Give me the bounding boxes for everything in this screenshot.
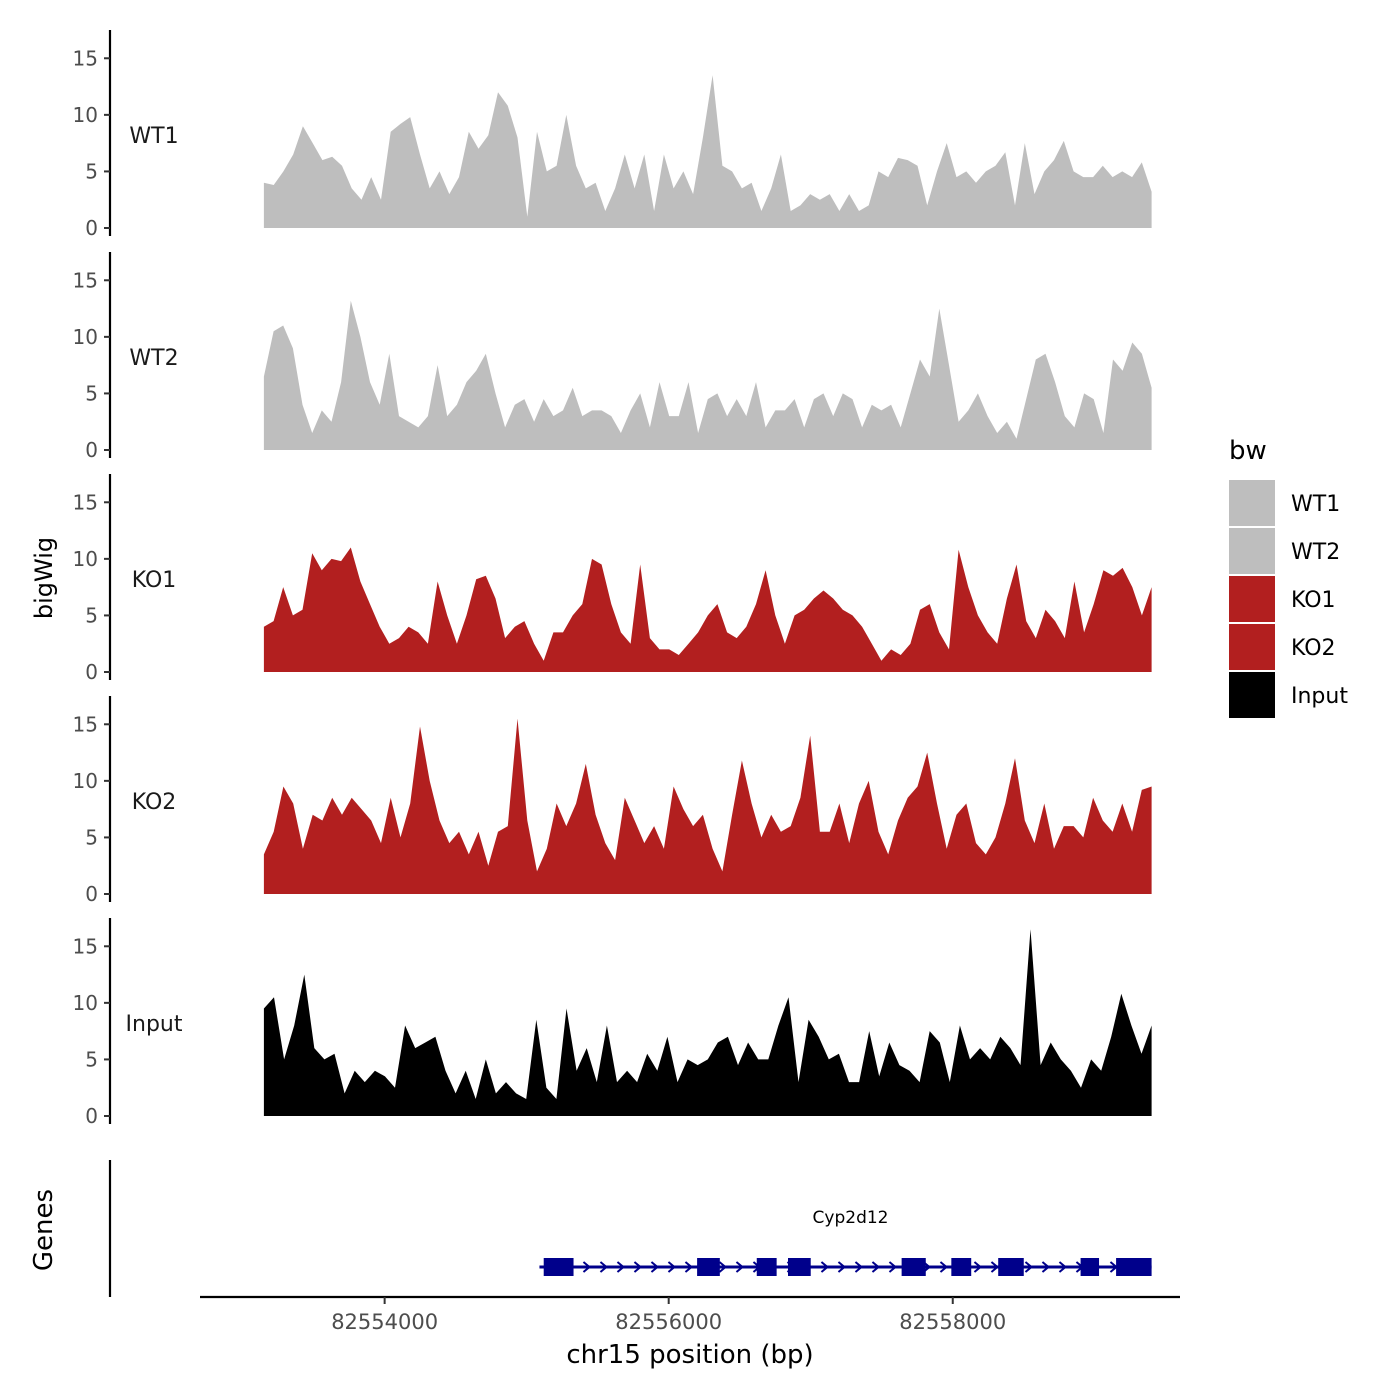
strand-arrow [633,1261,643,1273]
exon [788,1258,811,1276]
tracks-group: 0 5 10 15 WT1 0 5 10 15 WT2 0 5 10 15 KO1 0 5 10 15 KO2 0 5 10… [73,30,1152,1128]
y-tick-label: 10 [73,769,98,793]
legend-swatch-ko1 [1229,576,1275,622]
strand-arrow [939,1261,949,1273]
coverage-area-wt2 [263,300,1152,450]
strand-arrow [650,1261,660,1273]
y-tick-label: 15 [73,934,98,958]
legend-label-ko1: KO1 [1291,588,1336,613]
strand-arrow [1024,1261,1034,1273]
legend: bw WT1 WT2 KO1 KO2 Input [1229,436,1348,718]
strand-arrow [888,1261,898,1273]
y-tick-label: 0 [85,216,98,240]
y-tick-label: 15 [73,268,98,292]
track-label: WT1 [129,124,178,149]
exon [1116,1258,1152,1276]
coverage-area-ko2 [263,718,1152,894]
y-tick-label: 5 [85,1047,98,1071]
y-tick-label: 0 [85,438,98,462]
track-ko1: 0 5 10 15 KO1 [73,474,1152,684]
gene-track: Cyp2d12 [108,1160,1152,1297]
y-tick-label: 0 [85,660,98,684]
genes-axis-title: Genes [29,1189,59,1271]
x-tick-label: 82558000 [899,1310,1006,1334]
exon [543,1258,574,1276]
y-tick-label: 5 [85,825,98,849]
y-tick-label: 0 [85,1104,98,1128]
strand-arrow [837,1261,847,1273]
legend-label-wt2: WT2 [1291,540,1340,565]
exon [998,1258,1024,1276]
strand-arrow [667,1261,677,1273]
strand-arrow [599,1261,609,1273]
exon [697,1258,720,1276]
strand-arrow [1058,1261,1068,1273]
y-tick-label: 5 [85,159,98,183]
y-axis-title: bigWig [30,537,58,619]
gene-name-label: Cyp2d12 [813,1208,889,1228]
coverage-area-input [263,929,1152,1116]
track-wt1: 0 5 10 15 WT1 [73,30,1152,240]
exon [1080,1258,1100,1276]
y-tick-label: 10 [73,991,98,1015]
y-tick-label: 15 [73,490,98,514]
legend-label-wt1: WT1 [1291,492,1340,517]
y-tick-label: 0 [85,882,98,906]
coverage-area-wt1 [263,75,1152,228]
legend-swatch-wt2 [1229,528,1275,574]
strand-arrow [973,1261,983,1273]
track-input: 0 5 10 15 Input [73,918,1152,1128]
gene-cyp2d12: Cyp2d12 [539,1208,1152,1276]
legend-label-ko2: KO2 [1291,636,1336,661]
strand-arrow [1041,1261,1051,1273]
legend-swatch-ko2 [1229,624,1275,670]
strand-arrow [871,1261,881,1273]
x-axis: 82554000 82556000 82558000 [200,1295,1180,1334]
x-tick-label: 82556000 [615,1310,722,1334]
track-label: KO2 [132,790,177,815]
strand-arrow [718,1261,728,1273]
strand-arrow [616,1261,626,1273]
coverage-area-ko1 [263,547,1152,672]
strand-arrow [854,1261,864,1273]
exon [756,1258,777,1276]
exon [951,1258,972,1276]
y-tick-label: 5 [85,381,98,405]
strand-arrow [820,1261,830,1273]
legend-label-input: Input [1291,684,1348,709]
legend-swatch-input [1229,672,1275,718]
strand-arrow [684,1261,694,1273]
y-tick-label: 15 [73,46,98,70]
y-tick-label: 15 [73,712,98,736]
strand-arrow [990,1261,1000,1273]
y-tick-label: 5 [85,603,98,627]
strand-arrow [582,1261,592,1273]
track-wt2: 0 5 10 15 WT2 [73,252,1152,462]
x-tick-label: 82554000 [331,1310,438,1334]
y-tick-label: 10 [73,103,98,127]
y-tick-label: 10 [73,325,98,349]
y-tick-label: 10 [73,547,98,571]
track-label: Input [126,1012,183,1037]
strand-arrow [735,1261,745,1273]
exon [901,1258,926,1276]
legend-title: bw [1229,436,1267,466]
track-label: KO1 [132,568,177,593]
track-ko2: 0 5 10 15 KO2 [73,696,1152,906]
track-label: WT2 [129,346,178,371]
x-axis-title: chr15 position (bp) [566,1340,813,1370]
legend-swatch-wt1 [1229,480,1275,526]
